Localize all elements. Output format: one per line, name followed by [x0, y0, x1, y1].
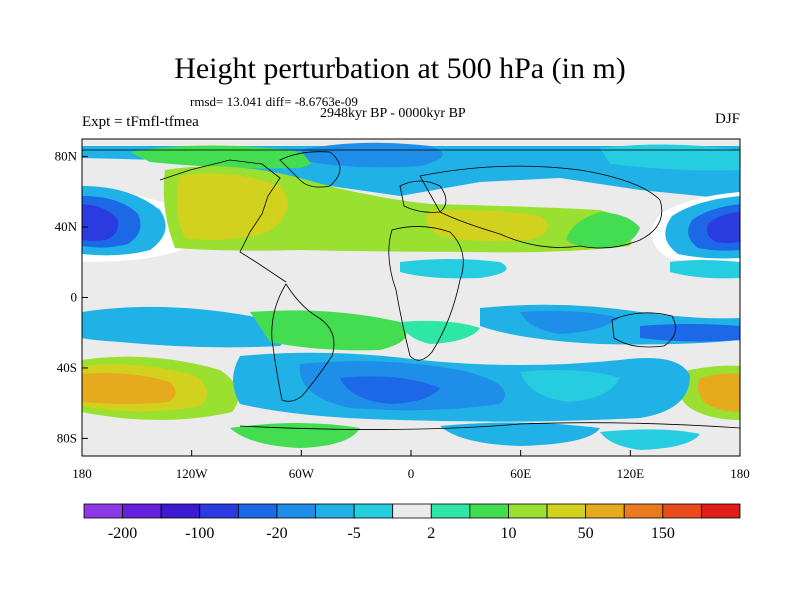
- colorbar-label: -5: [347, 525, 360, 542]
- colorbar-label: 150: [651, 525, 675, 542]
- colorbar-swatch: [701, 503, 741, 519]
- colorbar-label: -20: [266, 525, 287, 542]
- lon-tick-label: 180: [72, 466, 92, 481]
- field-layer: [82, 139, 740, 456]
- experiment-label: Expt = tFmfl-tfmea: [82, 114, 199, 130]
- colorbar: -200 -100 -20 -5 2 10 50 150: [83, 503, 741, 542]
- lat-tick-label: 40N: [55, 219, 78, 234]
- colorbar-swatch: [160, 503, 201, 519]
- colorbar-swatch: [237, 503, 278, 519]
- coastlines: [82, 149, 740, 430]
- colorbar-swatch: [276, 503, 316, 519]
- lat-tick-label: 80S: [57, 430, 77, 445]
- colorbar-swatch: [83, 503, 123, 519]
- lat-tick-label: 80N: [55, 149, 78, 164]
- colorbar-label: 10: [500, 525, 516, 542]
- lon-tick-label: 120E: [617, 466, 645, 481]
- colorbar-swatch: [508, 503, 548, 519]
- colorbar-swatch: [469, 503, 509, 519]
- colorbar-swatch: [392, 503, 432, 519]
- colorbar-swatch: [546, 503, 587, 519]
- colorbar-swatch: [199, 503, 239, 519]
- colorbar-swatch: [623, 503, 664, 519]
- colorbar-swatch: [430, 503, 471, 519]
- lon-tick-label: 180: [730, 466, 750, 481]
- colorbar-label: -100: [185, 525, 214, 542]
- lon-tick-label: 60W: [289, 466, 315, 481]
- lon-tick-label: 120W: [176, 466, 209, 481]
- colorbar-label: 2: [427, 525, 435, 542]
- stats-line: rmsd= 13.041 diff= -8.6763e-09: [190, 94, 358, 109]
- colorbar-swatch: [585, 503, 625, 519]
- map-title: Height perturbation at 500 hPa (in m): [174, 52, 626, 85]
- colorbar-label: 50: [578, 525, 594, 542]
- colorbar-swatch: [353, 503, 394, 519]
- axes: 80N 40N 0 40S 80S 180 120W 60W 0 60E 120E 180: [55, 149, 750, 481]
- period-label: 2948kyr BP - 0000kyr BP: [320, 106, 466, 121]
- colorbar-swatch: [662, 503, 702, 519]
- colorbar-swatch: [122, 503, 162, 519]
- colorbar-swatch: [315, 503, 355, 519]
- lat-tick-label: 40S: [57, 360, 77, 375]
- season-label: DJF: [714, 111, 740, 127]
- lon-tick-label: 60E: [510, 466, 531, 481]
- lon-tick-label: 0: [408, 466, 415, 481]
- colorbar-label: -200: [108, 525, 137, 542]
- lat-tick-label: 0: [71, 290, 78, 305]
